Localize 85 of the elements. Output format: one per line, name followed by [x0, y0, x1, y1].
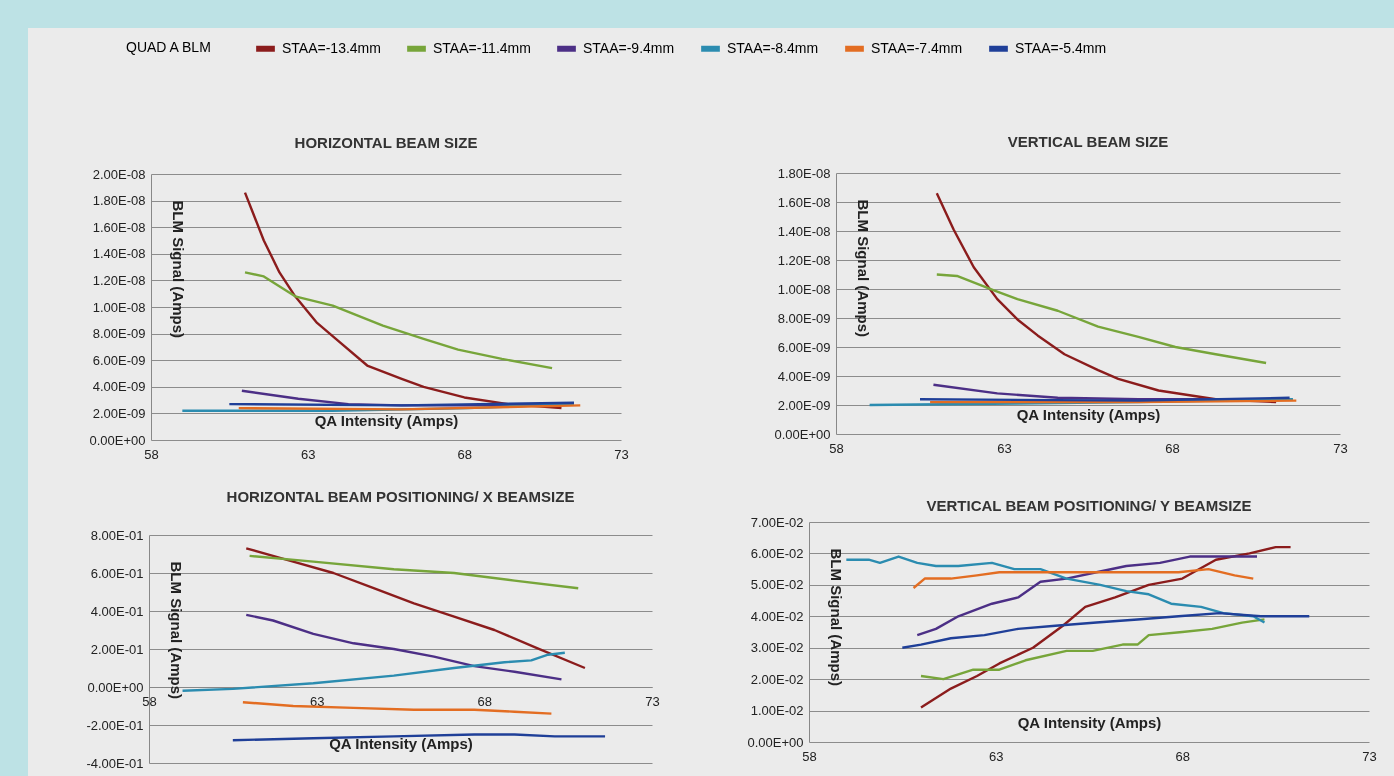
line-series [935, 192, 1278, 404]
x-axis-title: QA Intensity (Amps) [1016, 405, 1161, 423]
y-tick-label: 1.20E-08 [92, 272, 146, 288]
y-tick-label: -2.00E-01 [86, 717, 144, 733]
x-tick-label: 68 [1165, 440, 1180, 456]
chart-title: VERTICAL BEAM POSITIONING/ Y BEAMSIZE [926, 497, 1252, 514]
legend-label: STAA=-5.4mm [1015, 39, 1107, 56]
legend-label: STAA=-8.4mm [727, 39, 819, 56]
line-series [845, 555, 1266, 624]
x-tick-label: 68 [457, 446, 473, 462]
y-tick-label: 6.00E-09 [777, 339, 831, 355]
line-series [919, 618, 1266, 681]
chart-title: HORIZONTAL BEAM POSITIONING/ X BEAMSIZE [226, 488, 575, 505]
y-tick-label: 1.00E-02 [750, 703, 804, 719]
x-tick-label: 63 [309, 693, 325, 709]
x-tick-label: 58 [829, 440, 844, 456]
line-series [916, 555, 1259, 637]
y-tick-label: 3.00E-02 [750, 640, 804, 656]
y-tick-label: 1.40E-08 [777, 223, 831, 239]
y-axis-title: BLM Signal (Amps) [854, 199, 872, 337]
x-tick-label: 68 [1175, 748, 1191, 764]
y-tick-label: 1.20E-08 [777, 252, 831, 268]
y-tick-label: 2.00E-08 [92, 166, 146, 182]
y-tick-label: 0.00E+00 [89, 432, 146, 448]
y-tick-label: 2.00E-02 [750, 671, 804, 687]
y-tick-label: 4.00E-09 [92, 379, 146, 395]
y-tick-label: 6.00E-02 [750, 545, 804, 561]
x-tick-label: 58 [144, 446, 159, 462]
legend-title: QUAD A BLM [126, 39, 211, 55]
y-tick-label: 2.00E-01 [90, 641, 144, 657]
x-tick-label: 63 [300, 446, 316, 462]
y-tick-label: -4.00E-01 [86, 755, 144, 771]
y-tick-label: 8.00E-09 [92, 326, 146, 342]
y-tick-label: 2.00E-09 [777, 397, 831, 413]
line-series [901, 611, 1311, 649]
y-axis-title: BLM Signal (Amps) [167, 561, 185, 699]
y-axis-title: BLM Signal (Amps) [169, 200, 187, 338]
line-series [245, 613, 563, 681]
legend-label: STAA=-13.4mm [282, 39, 381, 56]
x-tick-label: 73 [614, 446, 629, 462]
line-series [935, 273, 1268, 365]
x-tick-label: 58 [142, 693, 157, 709]
y-tick-label: 8.00E-01 [90, 527, 144, 543]
y-tick-label: 8.00E-09 [777, 310, 831, 326]
y-axis-title: BLM Signal (Amps) [827, 548, 845, 686]
y-tick-label: 1.80E-08 [777, 165, 831, 181]
x-tick-label: 73 [645, 693, 660, 709]
legend-label: STAA=-9.4mm [583, 39, 675, 56]
x-axis-title: QA Intensity (Amps) [1017, 713, 1162, 731]
line-series [181, 651, 567, 692]
line-series [243, 191, 563, 410]
y-tick-label: 1.80E-08 [92, 193, 146, 209]
y-tick-label: 4.00E-02 [750, 608, 804, 624]
y-tick-label: 4.00E-01 [90, 603, 144, 619]
x-tick-label: 68 [477, 693, 493, 709]
x-tick-label: 58 [802, 748, 817, 764]
y-tick-label: 0.00E+00 [87, 679, 144, 695]
y-tick-label: 7.00E-02 [750, 514, 804, 530]
x-tick-label: 73 [1333, 440, 1348, 456]
y-tick-label: 6.00E-09 [92, 352, 146, 368]
line-series [919, 545, 1292, 709]
x-axis-title: QA Intensity (Amps) [329, 734, 473, 752]
y-tick-label: 0.00E+00 [774, 426, 831, 442]
y-tick-label: 2.00E-09 [92, 405, 146, 421]
line-series [248, 554, 580, 590]
x-tick-label: 73 [1362, 748, 1377, 764]
y-tick-label: 1.00E-08 [92, 299, 146, 315]
line-series [245, 547, 587, 670]
chart-title: HORIZONTAL BEAM SIZE [294, 134, 478, 151]
line-series [243, 271, 554, 370]
legend-label: STAA=-11.4mm [433, 39, 531, 56]
legend-label: STAA=-7.4mm [871, 39, 963, 56]
y-tick-label: 4.00E-09 [777, 368, 831, 384]
y-tick-label: 0.00E+00 [747, 734, 804, 750]
x-tick-label: 63 [997, 440, 1012, 456]
y-tick-label: 1.60E-08 [92, 219, 146, 235]
y-tick-label: 1.00E-08 [777, 281, 831, 297]
y-tick-label: 1.60E-08 [777, 194, 831, 210]
x-axis-title: QA Intensity (Amps) [314, 411, 459, 429]
y-tick-label: 6.00E-01 [90, 565, 144, 581]
y-tick-label: 5.00E-02 [750, 577, 804, 593]
line-series [912, 567, 1255, 590]
y-tick-label: 1.40E-08 [92, 246, 146, 262]
chart-title: VERTICAL BEAM SIZE [1007, 133, 1169, 150]
x-tick-label: 63 [988, 748, 1004, 764]
